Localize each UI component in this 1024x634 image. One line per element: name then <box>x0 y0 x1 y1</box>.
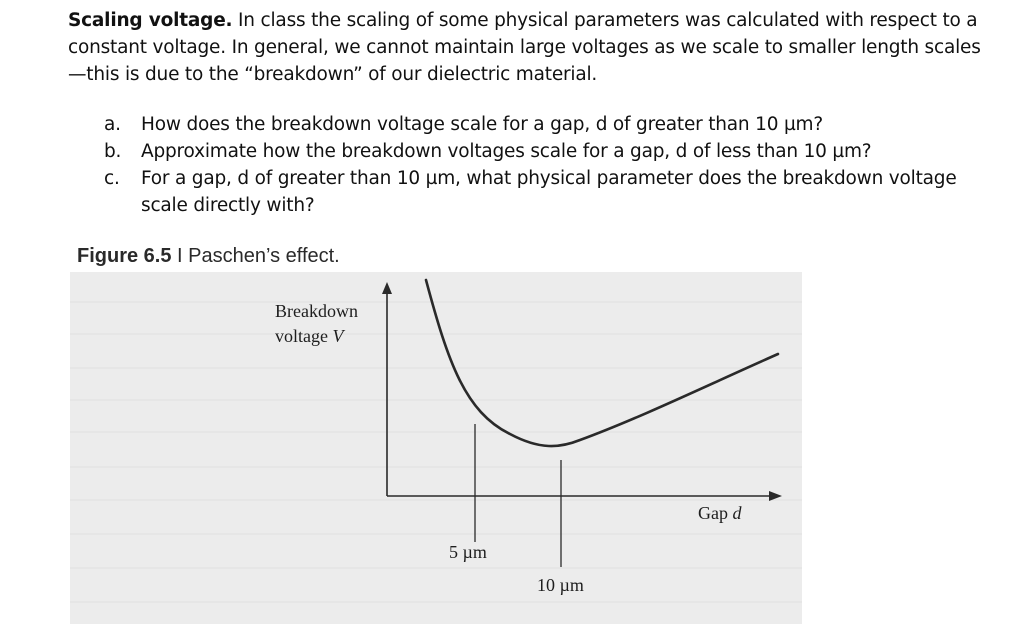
x-axis-arrow <box>769 491 782 501</box>
question-text: How does the breakdown voltage scale for… <box>141 114 823 135</box>
question-marker: c. <box>104 168 120 189</box>
x-axis-label-variable: d <box>733 503 743 523</box>
tick-label-10um: 10 µm <box>537 575 584 595</box>
y-axis-label-line1: Breakdown <box>275 301 358 321</box>
question-text: For a gap, d of greater than 10 µm, what… <box>141 168 957 216</box>
figure-number: Figure 6.5 <box>77 245 172 267</box>
tick-label-5um: 5 µm <box>449 542 487 562</box>
question-text: Approximate how the breakdown voltages s… <box>141 141 872 162</box>
paschen-curve-diagram: Breakdown voltage V Gap d 5 µm 10 µm <box>70 278 802 603</box>
figure-caption: Figure 6.5 I Paschen’s effect. <box>77 245 340 268</box>
x-axis-label: Gap d <box>698 503 743 523</box>
figure-caption-separator: I <box>171 245 189 267</box>
question-marker: a. <box>104 114 121 135</box>
problem-body: In class the scaling of some physical pa… <box>68 10 981 85</box>
figure-image: Breakdown voltage V Gap d 5 µm 10 µm <box>70 272 802 624</box>
y-axis-arrow <box>382 282 392 294</box>
figure-caption-text: Paschen’s effect. <box>188 245 340 267</box>
scan-texture <box>70 301 802 603</box>
y-axis-label-variable: V <box>332 326 345 346</box>
question-list: a. How does the breakdown voltage scale … <box>104 111 984 219</box>
problem-statement: Scaling voltage. In class the scaling of… <box>68 7 998 88</box>
question-item-c: c. For a gap, d of greater than 10 µm, w… <box>104 165 984 219</box>
question-item-a: a. How does the breakdown voltage scale … <box>104 111 984 138</box>
x-axis-label-word: Gap <box>698 503 733 523</box>
question-marker: b. <box>104 141 122 162</box>
y-axis-label-line2: voltage V <box>275 326 345 346</box>
problem-heading: Scaling voltage. <box>68 10 233 31</box>
y-axis-label-word: voltage <box>275 326 332 346</box>
question-item-b: b. Approximate how the breakdown voltage… <box>104 138 984 165</box>
breakdown-curve <box>424 278 780 448</box>
